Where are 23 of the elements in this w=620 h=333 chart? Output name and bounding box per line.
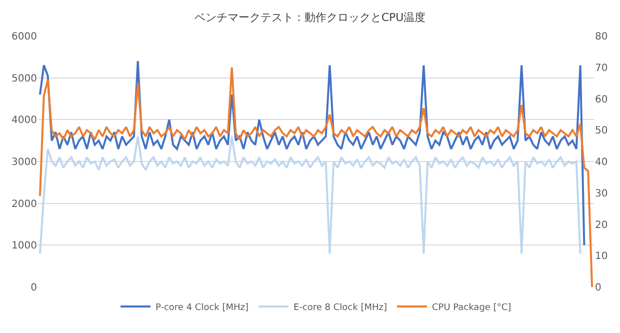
line-series (38, 135, 582, 255)
y2-tick-label: 40 (595, 157, 608, 168)
y2-tick-label: 0 (595, 282, 602, 294)
legend-label: P-core 4 Clock [MHz] (156, 303, 249, 314)
y-tick-label: 5000 (12, 73, 37, 84)
y-tick-label: 2000 (12, 198, 37, 210)
y2-tick-label: 70 (595, 62, 608, 74)
y-tick-label: 0 (30, 282, 37, 294)
line-series (38, 66, 594, 287)
y2-tick-label: 60 (595, 94, 608, 106)
chart-title: ベンチマークテスト：動作クロックとCPU温度 (194, 11, 426, 24)
y2-tick-label: 80 (595, 32, 608, 42)
y2-tick-label: 50 (595, 126, 608, 137)
y-tick-label: 6000 (12, 32, 37, 42)
y-tick-label: 4000 (12, 115, 37, 126)
y2-tick-label: 10 (595, 251, 608, 262)
legend-label: CPU Package [°C] (432, 303, 512, 314)
y2-tick-label: 30 (595, 188, 608, 200)
y-tick-label: 1000 (12, 240, 37, 252)
y2-tick-label: 20 (595, 220, 608, 231)
line-series (38, 60, 586, 246)
y-tick-label: 3000 (12, 157, 37, 168)
legend-label: E-core 8 Clock [MHz] (294, 303, 387, 314)
